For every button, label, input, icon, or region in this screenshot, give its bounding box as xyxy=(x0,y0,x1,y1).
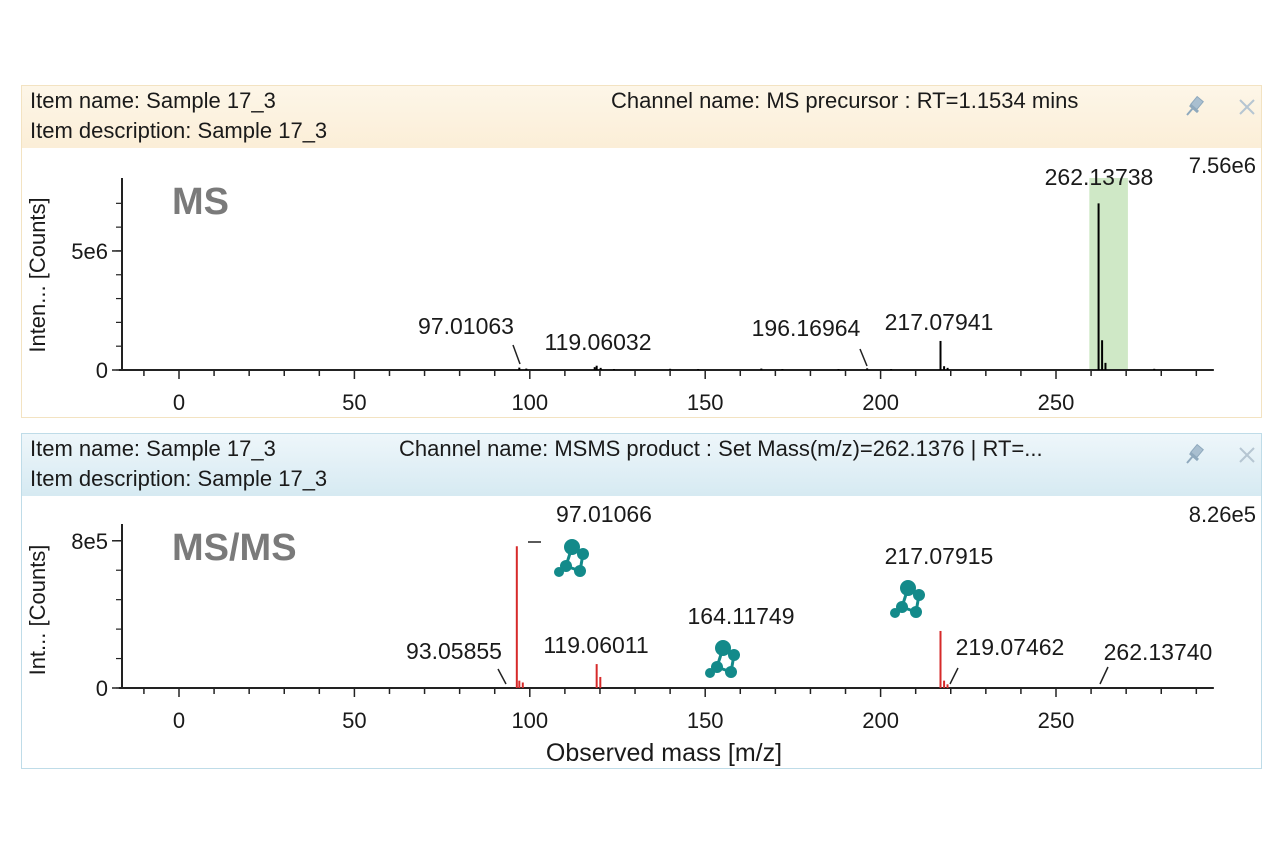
peak-label: 97.01066 xyxy=(556,501,652,527)
structure-icon xyxy=(890,580,925,618)
ms-panel: Item name: Sample 17_3 Item description:… xyxy=(21,85,1262,418)
x-tick-label: 100 xyxy=(511,708,548,733)
x-tick-label: 0 xyxy=(173,708,185,733)
peak-label-leader xyxy=(949,667,959,685)
y-tick-label: 0 xyxy=(96,676,108,701)
close-icon[interactable] xyxy=(1234,94,1260,120)
peak-label: 262.13740 xyxy=(1104,639,1213,665)
x-tick-label: 200 xyxy=(862,390,899,415)
ms-panel-header: Item name: Sample 17_3 Item description:… xyxy=(22,86,1261,148)
channel-name: Channel name: MSMS product : Set Mass(m/… xyxy=(399,436,1043,461)
peak-label: 217.07915 xyxy=(885,543,994,569)
x-tick-label: 250 xyxy=(1038,390,1075,415)
x-tick-label: 0 xyxy=(173,390,185,415)
ms-spectrum-chart: 0 50 100 150 200 250 0 5e6 Inten... [Counts] MS 7.… xyxy=(25,153,1256,415)
peak-label-leader xyxy=(1099,666,1109,685)
x-tick-label: 150 xyxy=(687,708,724,733)
peak-label: 164.11749 xyxy=(687,603,794,629)
y-axis-title: Inten... [Counts] xyxy=(25,197,50,352)
pin-icon[interactable] xyxy=(1182,442,1208,468)
peak-label: 97.01063 xyxy=(418,313,514,339)
y-tick-label: 5e6 xyxy=(71,239,108,264)
chart-title: MS xyxy=(172,181,229,223)
y-axis-title: Int... [Counts] xyxy=(25,545,50,676)
x-tick-label: 200 xyxy=(862,708,899,733)
x-tick-label: 100 xyxy=(511,390,548,415)
x-tick-label: 250 xyxy=(1038,708,1075,733)
item-name: Item name: Sample 17_3 xyxy=(30,88,276,113)
pin-icon[interactable] xyxy=(1182,94,1208,120)
msms-panel-header: Item name: Sample 17_3 Item description:… xyxy=(22,434,1261,496)
item-name: Item name: Sample 17_3 xyxy=(30,436,276,461)
x-tick-label: 50 xyxy=(342,390,366,415)
msms-panel: Item name: Sample 17_3 Item description:… xyxy=(21,433,1262,769)
peak-label: 217.07941 xyxy=(885,309,994,335)
peak-label: 219.07462 xyxy=(956,634,1065,660)
max-intensity-label: 8.26e5 xyxy=(1189,502,1256,527)
x-tick-label: 50 xyxy=(342,708,366,733)
msms-spectrum-chart: 0 50 100 150 200 250 0 8e5 Int... [Counts] MS/MS 8… xyxy=(25,501,1256,733)
peak-label: 119.06032 xyxy=(544,329,651,355)
peak-label-leader xyxy=(497,668,507,685)
peak-label: 196.16964 xyxy=(752,315,861,341)
y-tick-label: 8e5 xyxy=(71,529,108,554)
close-icon[interactable] xyxy=(1234,442,1260,468)
max-intensity-label: 7.56e6 xyxy=(1189,153,1256,178)
peak-label: 93.05855 xyxy=(406,638,502,664)
channel-name: Channel name: MS precursor : RT=1.1534 m… xyxy=(611,88,1079,113)
peak-label-leader xyxy=(859,348,868,367)
x-tick-label: 150 xyxy=(687,390,724,415)
structure-icon xyxy=(554,539,589,577)
x-axis-title: Observed mass [m/z] xyxy=(545,739,783,767)
item-description: Item description: Sample 17_3 xyxy=(30,466,328,491)
structure-icon xyxy=(705,640,740,678)
y-tick-label: 0 xyxy=(96,358,108,383)
item-description: Item description: Sample 17_3 xyxy=(30,118,328,143)
precursor-highlight xyxy=(1089,178,1128,370)
peak-label: 119.06011 xyxy=(543,632,648,658)
peak-label: 262.13738 xyxy=(1045,164,1154,190)
peak-label-leader xyxy=(512,344,521,365)
chart-title: MS/MS xyxy=(172,527,297,569)
